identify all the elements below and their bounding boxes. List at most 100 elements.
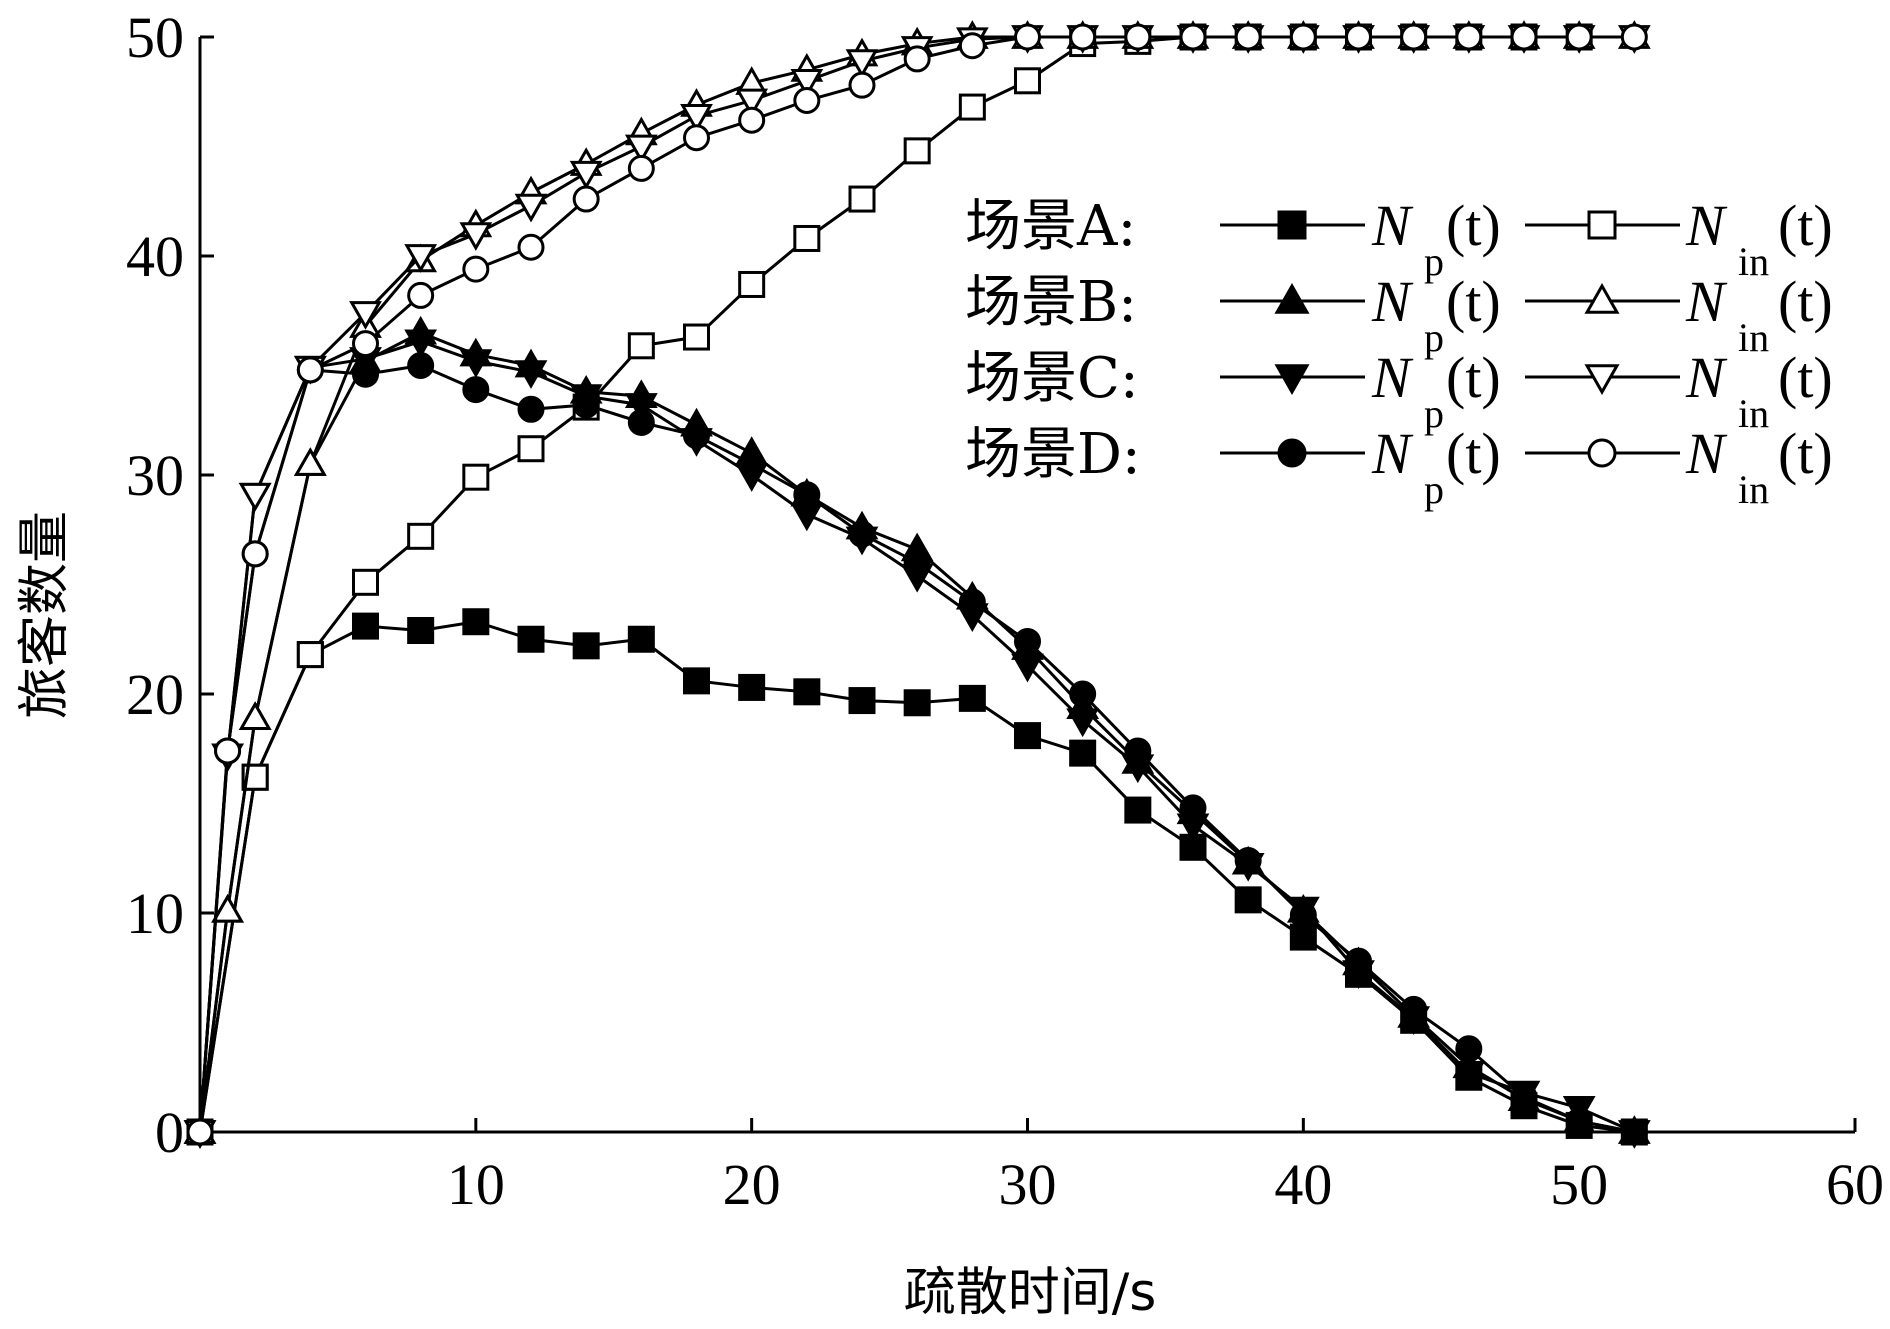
data-point [214,737,242,765]
data-point [407,352,435,379]
data-point [238,482,272,512]
data-point [517,233,545,261]
legend-scene-label: 场景B: [965,270,1137,335]
data-point [1069,23,1097,51]
legend-subscript-p: p [1424,315,1444,360]
legend-row: 场景A: Np(t) Nin(t) [965,193,1833,284]
legend-marker [1274,283,1310,314]
legend-symbol-N: N [1371,269,1414,334]
data-point [627,408,655,436]
data-point [514,360,548,389]
data-point [627,154,655,182]
legend-arg: (t) [1446,421,1501,486]
data-point [793,678,821,706]
data-point [627,625,655,653]
x-tick-label: 50 [1550,1152,1608,1217]
data-point [1124,23,1152,51]
data-point [1014,722,1041,750]
x-tick-label: 10 [447,1152,505,1217]
data-point [1345,23,1372,51]
data-point [407,616,435,644]
data-point [186,1118,214,1146]
data-point [1069,739,1097,767]
legend-arg: (t) [1778,193,1833,258]
data-point [738,106,766,134]
data-point [738,450,766,478]
data-point [462,255,490,283]
data-point [1289,23,1317,51]
data-point [514,193,548,223]
data-point [349,301,382,330]
legend-subscript-in: in [1738,391,1769,436]
data-point [1400,995,1428,1023]
series-layer [183,20,1651,1149]
axes: 10 20 30 40 50 60 0 10 20 30 40 50 [126,5,1884,1217]
data-point [680,103,713,133]
legend-arg: (t) [1446,345,1501,410]
y-tick-label: 20 [126,662,184,727]
data-point [903,549,931,577]
data-point [352,360,379,388]
x-axis-title: 疏散时间/s [904,1263,1157,1323]
data-point [958,93,986,121]
data-point [1565,23,1593,51]
legend-marker [1274,364,1310,395]
data-point [352,568,379,596]
data-point [238,701,272,730]
legend-marker [1277,438,1307,468]
data-point [958,684,986,712]
data-point [1014,627,1041,655]
data-point [1014,67,1041,95]
data-point [903,689,931,717]
legend-marker [1587,210,1617,240]
data-point [1620,1118,1648,1146]
data-point [293,447,327,476]
data-point [296,356,324,384]
y-tick-label: 30 [126,443,184,508]
data-point [624,393,658,422]
legend-symbol-N: N [1371,193,1414,258]
y-tick-label: 10 [126,881,184,946]
legend-row: 场景C: Np(t) Nin(t) [965,345,1833,436]
data-point [683,323,710,351]
legend-symbol-N: N [1685,269,1728,334]
legend-marker [1587,438,1617,468]
data-point [683,124,710,152]
data-point [683,422,710,450]
data-point [1289,923,1317,951]
legend-subscript-p: p [1424,467,1444,512]
legend-row: 场景B: Np(t) Nin(t) [965,269,1833,360]
y-tick-label: 40 [126,224,184,289]
data-point [459,222,493,251]
data-point [735,88,769,118]
data-point [1179,23,1207,51]
data-point [624,134,658,164]
x-tick-label: 20 [723,1152,781,1217]
data-point [1565,1107,1593,1135]
data-point [1510,23,1538,51]
data-point [462,608,490,636]
legend-symbol-N: N [1685,345,1728,410]
data-point [407,281,435,309]
series-line [198,363,1635,1134]
data-point [572,391,600,419]
legend-arg: (t) [1778,345,1833,410]
legend-subscript-in: in [1738,239,1769,284]
legend-subscript-in: in [1738,315,1769,360]
legend-subscript-p: p [1424,239,1444,284]
data-point [517,625,545,653]
legend-arg: (t) [1446,269,1501,334]
series-D-Nin [186,23,1648,1146]
data-point [1066,708,1100,738]
data-point [404,329,438,359]
legend-marker [1584,283,1620,314]
legend-arg: (t) [1446,193,1501,258]
data-point [1455,1035,1483,1063]
series-line [198,35,1635,1133]
data-point [1510,1083,1538,1111]
data-point [1234,846,1262,874]
x-tick-label: 60 [1826,1152,1884,1217]
series-line [198,339,1635,1134]
data-point [1124,796,1152,824]
